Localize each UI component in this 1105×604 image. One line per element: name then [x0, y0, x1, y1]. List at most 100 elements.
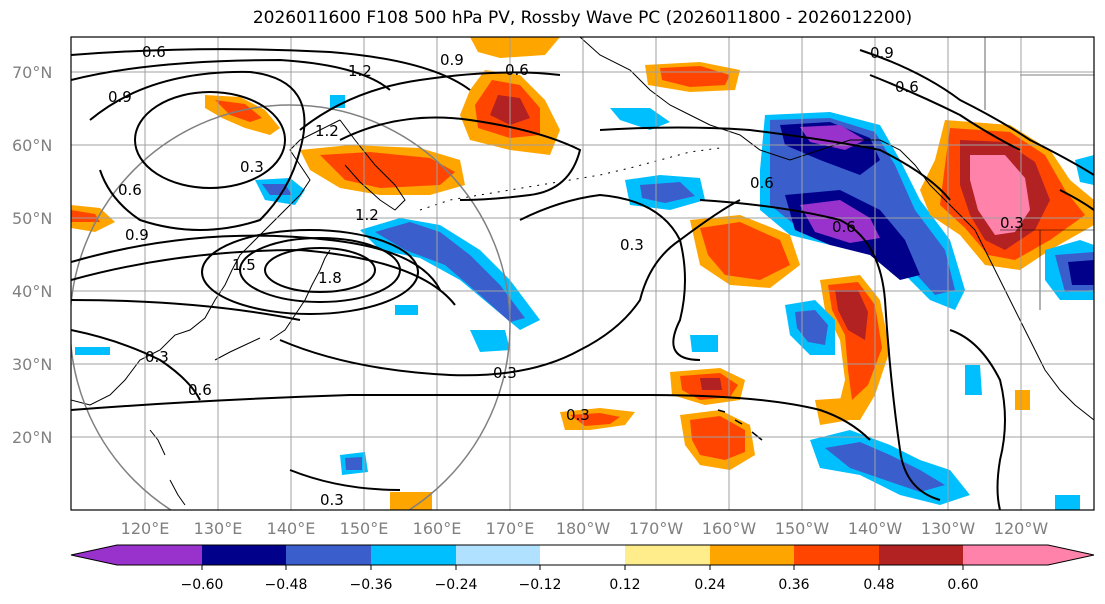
contour-label: 1.2: [315, 122, 339, 140]
anomaly-positive: [700, 222, 790, 280]
contour-label: 0.6: [505, 61, 529, 79]
pv-contour: [1059, 189, 1094, 211]
contour-label: 0.9: [125, 226, 149, 244]
anomaly-negative: [1055, 495, 1080, 510]
colorbar-tick-label: 0.36: [778, 577, 809, 593]
contour-label: 0.6: [750, 174, 774, 192]
colorbar-outline: [70, 544, 1095, 566]
contour-label: 0.3: [620, 236, 644, 254]
latitude-labels: 70°N 60°N 50°N 40°N 30°N 20°N: [12, 63, 52, 447]
contour-label: 0.9: [108, 88, 132, 106]
colorbar-segment: [117, 545, 202, 565]
pv-contour: [71, 48, 471, 91]
lon-label: 140°E: [267, 519, 316, 538]
colorbar-extend-positive: [1048, 545, 1094, 565]
lat-label: 60°N: [12, 136, 52, 155]
anomaly-positive: [660, 66, 730, 87]
lon-label: 170°W: [629, 519, 684, 538]
colorbar-segment: [879, 545, 963, 565]
lon-label: 130°W: [921, 519, 976, 538]
anomaly-negative: [800, 200, 880, 243]
anomaly-positive: [71, 210, 100, 222]
anomaly-negative: [690, 335, 718, 352]
contour-label: 0.3: [240, 158, 264, 176]
coastline-north-america: [579, 37, 1094, 421]
colorbar-tick-label: 0.60: [947, 577, 978, 593]
lon-label: 160°W: [702, 519, 757, 538]
anomaly-negative: [965, 365, 982, 395]
contour-label: 0.9: [440, 51, 464, 69]
lon-label: 170°E: [486, 519, 535, 538]
anomaly-negative: [75, 347, 110, 355]
anomaly-outline: [765, 428, 788, 444]
pv-contour: [289, 469, 401, 491]
anomaly-negative: [640, 182, 695, 203]
colorbar-segment: [456, 545, 540, 565]
anomaly-negative: [610, 108, 670, 130]
contour-label: 0.6: [142, 43, 166, 61]
colorbar-tick-label: −0.24: [435, 577, 478, 593]
coastline-hawaii: [717, 409, 763, 441]
anomaly-negative: [795, 310, 828, 345]
colorbar-segment: [540, 545, 625, 565]
contour-label: 0.3: [320, 491, 344, 509]
pv-contour: [859, 49, 1094, 176]
contour-label: 0.6: [895, 78, 919, 96]
pv-contour: [71, 234, 441, 291]
colorbar-segment: [963, 545, 1048, 565]
lon-label: 130°E: [194, 519, 243, 538]
colorbar-segment: [202, 545, 286, 565]
pv-contour: [71, 248, 456, 306]
anomaly-positive: [970, 155, 1030, 235]
lon-label: 120°E: [121, 519, 170, 538]
filled-anomalies: [71, 37, 1094, 510]
contour-label: 0.3: [566, 406, 590, 424]
colorbar-tick-label: −0.12: [519, 577, 562, 593]
coastline-kamchatka: [339, 119, 406, 211]
colorbar-tick-label: −0.36: [350, 577, 393, 593]
anomaly-negative: [825, 442, 945, 492]
contour-label: 0.6: [118, 181, 142, 199]
contour-label: 1.2: [355, 206, 379, 224]
colorbar-segment: [794, 545, 879, 565]
radius-circle: [71, 104, 511, 510]
anomaly-negative: [470, 330, 510, 352]
anomaly-positive: [1015, 390, 1030, 410]
contour-label: 1.5: [232, 256, 256, 274]
lon-label: 150°W: [775, 519, 830, 538]
colorbar-tick-label: 0.12: [609, 577, 640, 593]
pv-contour: [299, 71, 561, 131]
lon-label: 120°W: [994, 519, 1049, 538]
colorbar-segment: [371, 545, 456, 565]
anomaly-positive: [690, 416, 745, 460]
anomaly-positive: [835, 290, 868, 340]
colorbar-tick-label: −0.60: [181, 577, 224, 593]
colorbar-tick-label: 0.24: [694, 577, 725, 593]
map-title: 2026011600 F108 500 hPa PV, Rossby Wave …: [252, 8, 913, 28]
lat-label: 30°N: [12, 355, 52, 374]
anomaly-negative: [345, 457, 362, 470]
pv-contour: [699, 199, 941, 501]
contour-label: 1.8: [318, 269, 342, 287]
contour-label: 0.6: [188, 381, 212, 399]
lon-label: 150°E: [340, 519, 389, 538]
pv-contour: [339, 116, 582, 201]
longitude-labels: 120°E 130°E 140°E 150°E 160°E 170°E 180°…: [121, 519, 1049, 538]
colorbar: −0.60 −0.48 −0.36 −0.24 −0.12 0.12 0.24 …: [70, 544, 1095, 593]
pv-contour: [134, 91, 286, 189]
pv-contour: [71, 393, 871, 441]
lat-label: 40°N: [12, 282, 52, 301]
lon-label: 140°W: [848, 519, 903, 538]
lon-label: 180°W: [556, 519, 611, 538]
pv-contour: [71, 58, 391, 91]
coastline-aleutians: [419, 147, 721, 211]
contour-label: 0.6: [832, 218, 856, 236]
political-borders: [984, 37, 1094, 310]
contour-label: 0.3: [1000, 214, 1024, 232]
anomaly-positive: [320, 152, 455, 188]
lat-label: 70°N: [12, 63, 52, 82]
pv-contour: [201, 229, 419, 315]
pv-contours: [71, 48, 1094, 510]
pv-contour: [949, 329, 1006, 510]
map-content: 0.6 0.9 1.2 0.9 0.6 0.9 0.6 1.2 0.3 0.6 …: [71, 37, 1094, 510]
